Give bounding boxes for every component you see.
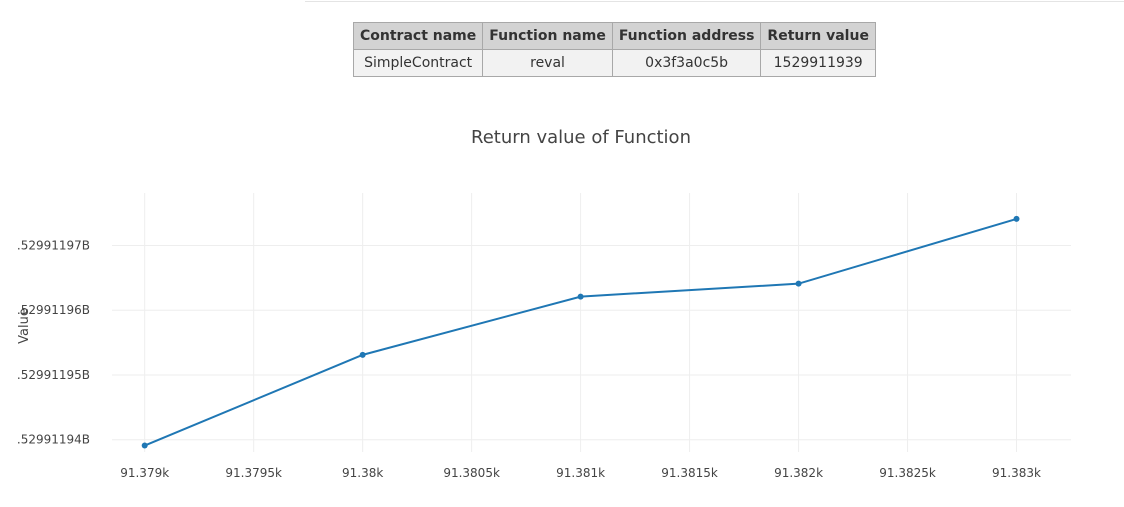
x-tick-label: 91.3815k [661,466,718,480]
table-header-row: Contract name Function name Function add… [352,22,876,50]
x-axis-ticks: 91.379k 91.3795k 91.38k 91.3805k 91.381k 91.3… [120,466,1041,480]
y-axis-ticks: .52991194B .52991195B .52991196B .52991197B [17,238,90,446]
x-tick-label: 91.38k [342,466,383,480]
table-row: SimpleContract reval 0x3f3a0c5b 15299119… [352,49,876,77]
cell-contract-name: SimpleContract [352,49,484,77]
cell-function-address: 0x3f3a0c5b [611,49,762,77]
y-tick-label: .52991197B [17,238,90,252]
y-tick-label: .52991196B [17,303,90,317]
header-contract-name: Contract name [352,22,484,50]
series[interactable] [141,215,1020,449]
y-tick-label: .52991194B [17,433,90,447]
data-point[interactable] [795,280,802,287]
header-function-address: Function address [611,22,762,50]
cell-return-value: 1529911939 [760,49,876,77]
data-point[interactable] [141,442,148,449]
function-info-table: Contract name Function name Function add… [352,22,876,77]
x-tick-label: 91.3805k [443,466,500,480]
x-tick-label: 91.379k [120,466,169,480]
chart-title: Return value of Function [471,127,691,148]
x-tick-label: 91.3825k [879,466,936,480]
x-tick-label: 91.3795k [225,466,282,480]
top-divider [305,1,1124,2]
header-return-value: Return value [760,22,876,50]
header-function-name: Function name [482,22,613,50]
x-tick-label: 91.382k [774,466,823,480]
x-tick-label: 91.381k [556,466,605,480]
data-point[interactable] [359,351,366,358]
data-point[interactable] [577,293,584,300]
y-tick-label: .52991195B [17,368,90,382]
data-point[interactable] [1013,215,1020,222]
y-axis-label: Value [17,308,32,344]
x-tick-label: 91.383k [992,466,1041,480]
grid [112,193,1071,452]
cell-function-name: reval [482,49,613,77]
